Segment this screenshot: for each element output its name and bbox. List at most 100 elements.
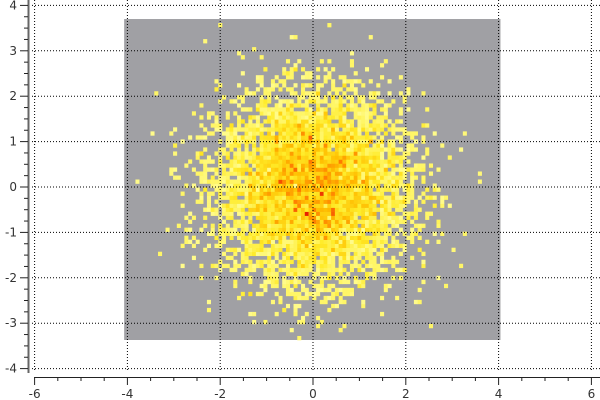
- heatmap-cell: [319, 219, 324, 224]
- heatmap-cell: [327, 283, 332, 289]
- heatmap-cell: [255, 127, 260, 132]
- heatmap-cell: [368, 243, 373, 249]
- heatmap-cell: [327, 251, 332, 257]
- heatmap-cell: [331, 215, 336, 220]
- heatmap-cell: [240, 203, 245, 208]
- heatmap-cell: [410, 183, 415, 188]
- heatmap-cell: [263, 267, 268, 273]
- heatmap-cell: [293, 155, 298, 160]
- heatmap-cell: [312, 291, 317, 297]
- heatmap-cell: [410, 219, 415, 224]
- heatmap-cell: [312, 283, 317, 289]
- heatmap-cell: [425, 147, 430, 152]
- heatmap-cell: [319, 263, 324, 269]
- heatmap-cell: [233, 131, 238, 136]
- heatmap-cell: [267, 175, 272, 180]
- heatmap-cell: [342, 147, 347, 152]
- heatmap-cell: [278, 115, 283, 120]
- heatmap-cell: [293, 67, 298, 72]
- heatmap-cell: [278, 183, 283, 188]
- heatmap-cell: [316, 179, 321, 184]
- heatmap-cell: [267, 263, 272, 269]
- heatmap-cell: [372, 119, 377, 124]
- heatmap-cell: [372, 231, 377, 236]
- heatmap-cell: [237, 211, 242, 216]
- heatmap-cell: [301, 147, 306, 152]
- heatmap-cell: [240, 167, 245, 172]
- heatmap-cell: [233, 227, 238, 232]
- heatmap-cell: [395, 183, 400, 188]
- heatmap-cell: [289, 187, 294, 192]
- heatmap-cell: [255, 259, 260, 265]
- heatmap-cell: [383, 235, 388, 240]
- heatmap-cell: [289, 155, 294, 160]
- heatmap-cell: [255, 87, 260, 92]
- heatmap-cell: [312, 183, 317, 188]
- heatmap-cell: [293, 35, 298, 40]
- y-tick-label: 2: [9, 89, 17, 103]
- heatmap-cell: [368, 147, 373, 152]
- heatmap-cell: [169, 131, 174, 136]
- heatmap-cell: [357, 167, 362, 172]
- heatmap-cell: [304, 183, 309, 188]
- heatmap-cell: [346, 139, 351, 144]
- heatmap-cell: [285, 195, 291, 200]
- heatmap-cell: [372, 127, 377, 132]
- heatmap-cell: [376, 167, 381, 172]
- heatmap-cell: [259, 79, 264, 84]
- heatmap-cell: [319, 183, 324, 188]
- heatmap-cell: [364, 111, 370, 116]
- heatmap-cell: [338, 131, 343, 136]
- heatmap-cell: [259, 187, 264, 192]
- heatmap-cell: [319, 243, 324, 249]
- heatmap-cell: [368, 203, 373, 208]
- heatmap-cell: [285, 219, 291, 224]
- heatmap-cell: [218, 203, 223, 208]
- heatmap-cell: [289, 131, 294, 136]
- heatmap-cell: [380, 199, 385, 204]
- heatmap-cell: [334, 219, 339, 224]
- heatmap-cell: [248, 123, 253, 128]
- heatmap-cell: [270, 171, 275, 176]
- heatmap-cell: [285, 175, 291, 180]
- heatmap-cell: [312, 227, 317, 232]
- heatmap-cell: [252, 263, 257, 269]
- heatmap-cell: [331, 87, 336, 92]
- heatmap-cell: [297, 279, 302, 285]
- heatmap-cell: [319, 175, 324, 180]
- heatmap-cell: [259, 199, 264, 204]
- heatmap-cell: [316, 203, 321, 208]
- heatmap-cell: [368, 179, 373, 184]
- heatmap-cell: [308, 223, 313, 228]
- heatmap-cell: [308, 183, 313, 188]
- heatmap-cell: [372, 191, 377, 196]
- heatmap-cell: [252, 131, 257, 136]
- heatmap-cell: [259, 219, 264, 224]
- heatmap-cell: [342, 187, 347, 192]
- heatmap-cell: [278, 207, 283, 212]
- heatmap-cell: [327, 167, 332, 172]
- heatmap-cell: [255, 131, 260, 136]
- grid-lines: [32, 0, 600, 372]
- heatmap-cell: [285, 59, 291, 64]
- heatmap-cell: [270, 123, 275, 128]
- heatmap-cell: [289, 159, 294, 164]
- heatmap-cell: [308, 187, 313, 192]
- heatmap-cell: [338, 167, 343, 172]
- heatmap-cell: [308, 123, 313, 128]
- y-tick-label: 0: [9, 180, 17, 194]
- heatmap-cell: [304, 99, 309, 104]
- heatmap-cell: [263, 119, 268, 124]
- heatmap-cell: [240, 207, 245, 212]
- heatmap-cell: [364, 115, 370, 120]
- heatmap-cell: [237, 223, 242, 228]
- heatmap-cell: [278, 203, 283, 208]
- heatmap-cell: [308, 279, 313, 285]
- heatmap-cell: [270, 263, 275, 269]
- heatmap-cell: [270, 155, 275, 160]
- heatmap-cell: [406, 143, 411, 148]
- heatmap-cell: [395, 199, 400, 204]
- heatmap-cell: [267, 255, 272, 261]
- heatmap-cell: [233, 279, 238, 285]
- heatmap-cell: [398, 207, 403, 212]
